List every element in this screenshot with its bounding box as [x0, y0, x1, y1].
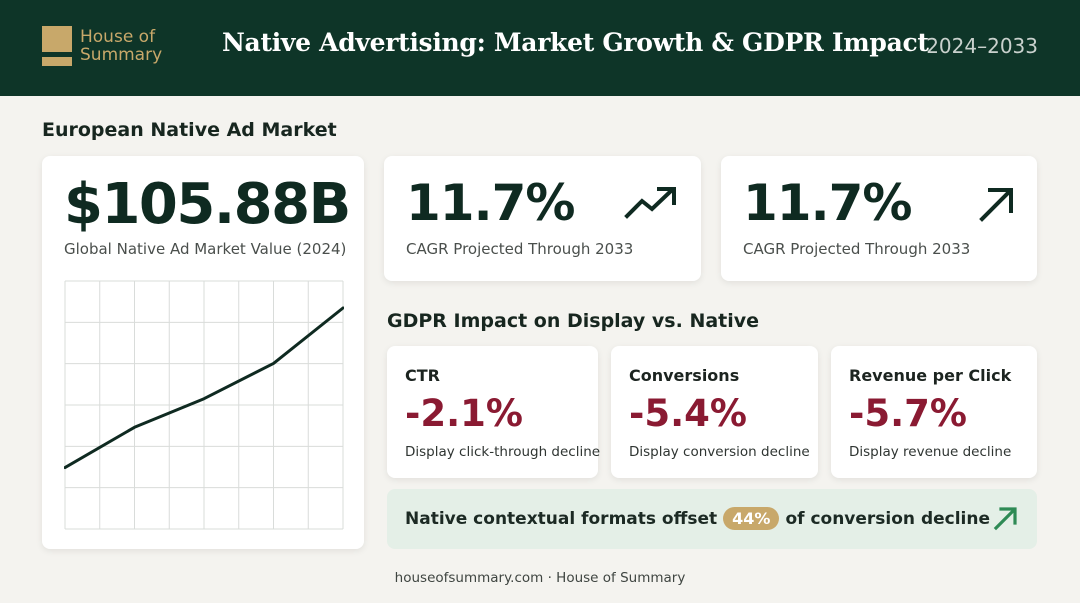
gdpr-card-revenue-per-click: Revenue per Click -5.7% Display revenue …	[831, 346, 1037, 478]
cagr-value: 11.7%	[743, 174, 912, 232]
callout-text: Native contextual formats offset 44% of …	[405, 507, 990, 530]
market-trend-chart	[64, 280, 344, 530]
callout-prefix: Native contextual formats offset	[405, 508, 718, 529]
logo-line-1: House of	[80, 27, 156, 47]
chart-grid	[64, 280, 344, 530]
arrow-up-right-icon	[979, 188, 1013, 222]
trending-up-icon	[624, 187, 676, 219]
logo-line-2: Summary	[80, 45, 163, 65]
gdpr-card-label: Conversions	[629, 366, 740, 385]
cagr-value: 11.7%	[406, 174, 575, 232]
gdpr-card-value: -5.4%	[629, 392, 747, 435]
header-bar: House of Summary Native Advertising: Mar…	[0, 0, 1080, 96]
callout-suffix: of conversion decline	[785, 508, 991, 529]
market-section-title: European Native Ad Market	[42, 119, 337, 141]
gdpr-card-conversions: Conversions -5.4% Display conversion dec…	[611, 346, 818, 478]
gdpr-card-value: -5.7%	[849, 392, 967, 435]
native-offset-callout: Native contextual formats offset 44% of …	[387, 489, 1037, 549]
cagr-card-1: 11.7% CAGR Projected Through 2033	[384, 156, 701, 281]
offset-percent-badge: 44%	[723, 507, 780, 530]
gdpr-card-label: CTR	[405, 366, 440, 385]
arrow-up-right-icon	[993, 507, 1017, 531]
gdpr-card-ctr: CTR -2.1% Display click-through decline	[387, 346, 601, 478]
gdpr-section-title: GDPR Impact on Display vs. Native	[387, 310, 760, 332]
logo-text: House of Summary	[80, 28, 162, 64]
market-value-card: $105.88B Global Native Ad Market Value (…	[42, 156, 364, 549]
trend-line	[64, 306, 344, 470]
market-value: $105.88B	[64, 172, 351, 237]
year-range: 2024–2033	[926, 34, 1038, 58]
logo[interactable]: House of Summary	[42, 26, 162, 66]
gdpr-card-desc: Display conversion decline	[629, 444, 810, 460]
page-title: Native Advertising: Market Growth & GDPR…	[222, 28, 929, 57]
gdpr-card-label: Revenue per Click	[849, 366, 1012, 385]
gdpr-card-desc: Display revenue decline	[849, 444, 1012, 460]
cagr-label: CAGR Projected Through 2033	[743, 240, 971, 258]
cagr-card-2: 11.7% CAGR Projected Through 2033	[721, 156, 1037, 281]
footer-credit: houseofsummary.com · House of Summary	[394, 570, 686, 586]
gdpr-card-value: -2.1%	[405, 392, 523, 435]
cagr-label: CAGR Projected Through 2033	[406, 240, 634, 258]
market-value-label: Global Native Ad Market Value (2024)	[64, 240, 347, 258]
logo-mark-icon	[42, 26, 72, 66]
gdpr-card-desc: Display click-through decline	[405, 444, 601, 460]
